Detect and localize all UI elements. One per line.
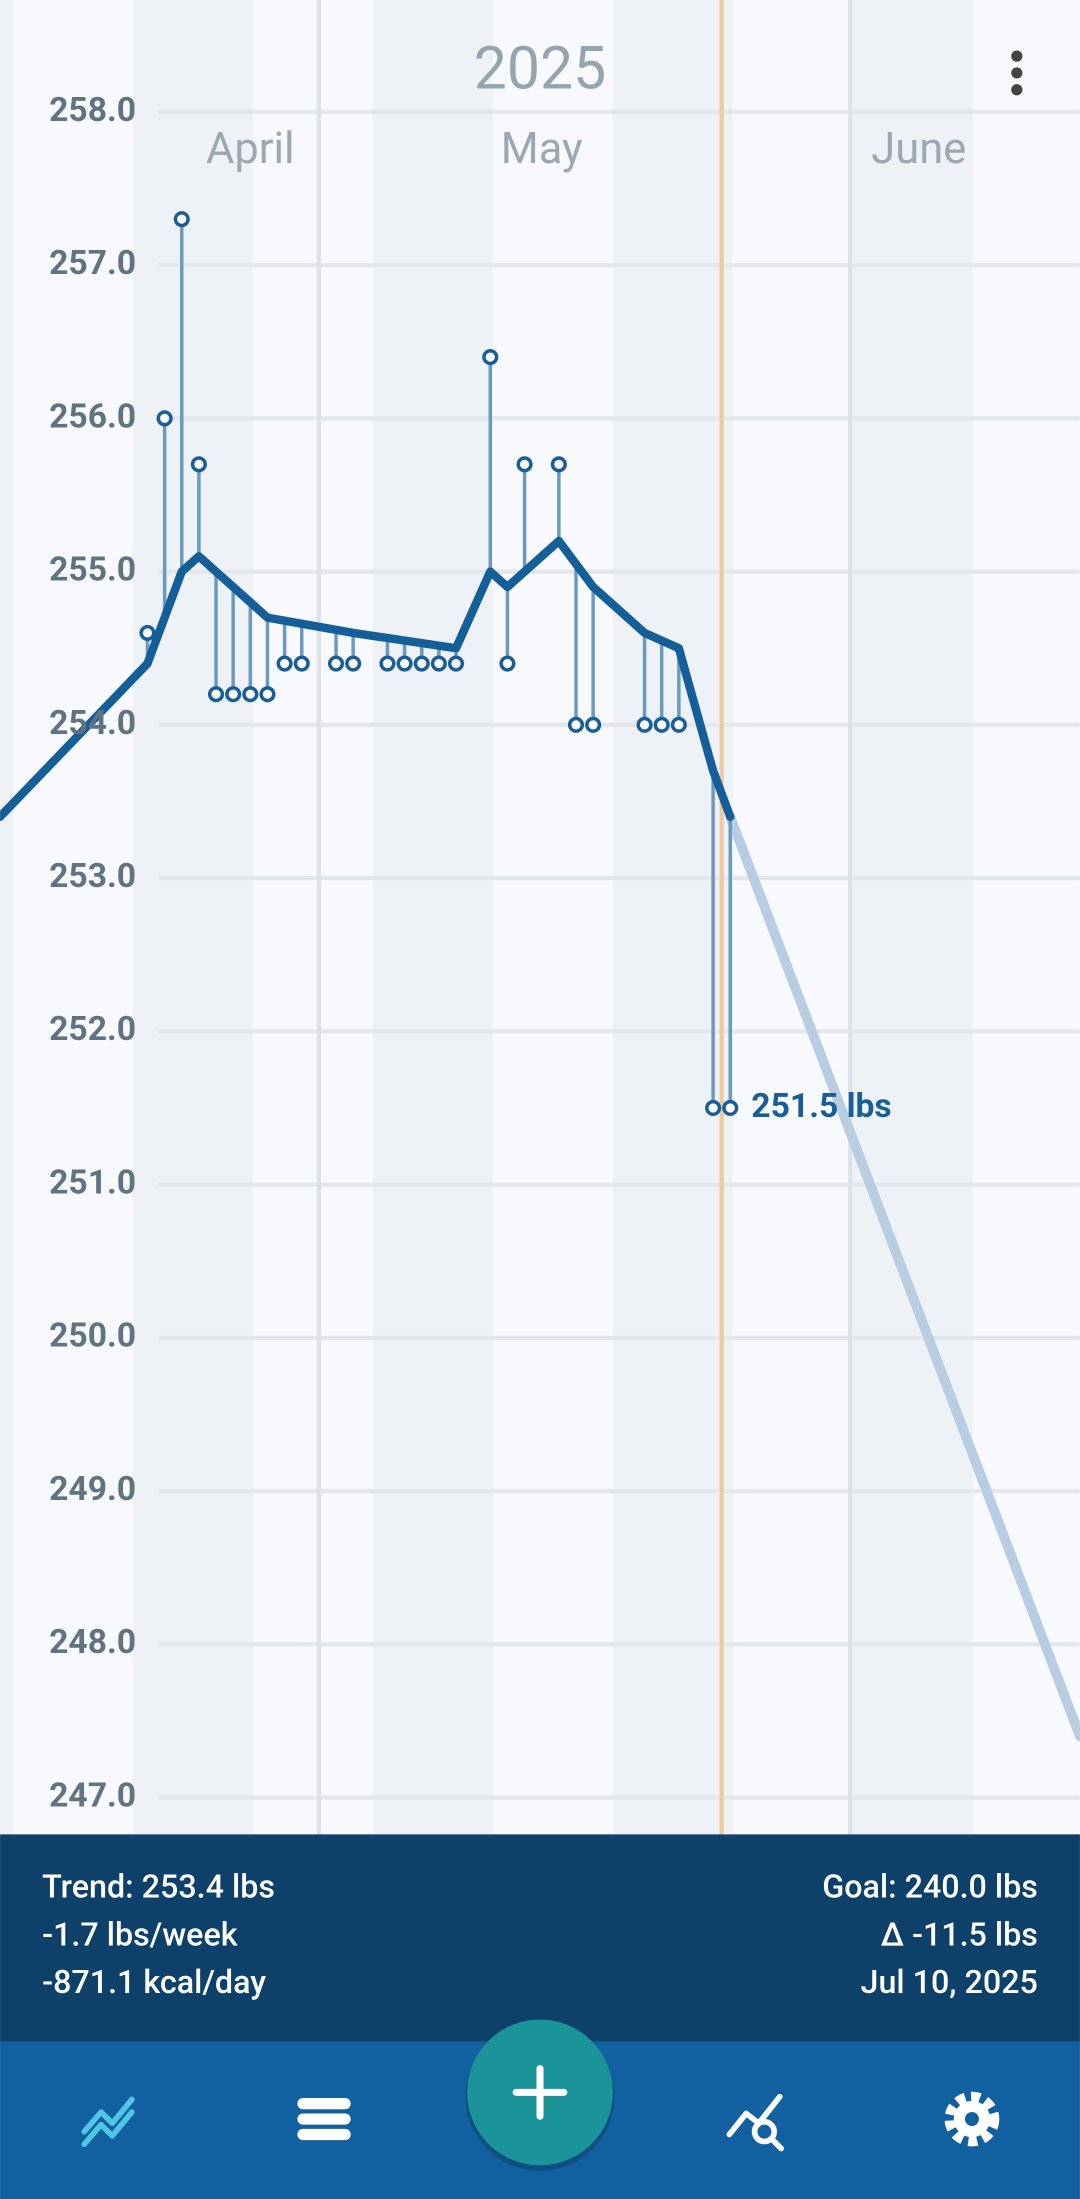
month-label: April	[206, 123, 295, 174]
week-bands	[0, 0, 1080, 1834]
y-tick-label: 247.0	[49, 1776, 136, 1815]
y-tick-label: 248.0	[49, 1623, 136, 1662]
weight-point	[345, 655, 362, 672]
gear-hole	[964, 2112, 979, 2127]
icon-bar	[297, 2098, 351, 2110]
energy-text: -871.1 kcal/day	[42, 1963, 266, 2001]
weight-point	[585, 716, 602, 733]
weight-point	[139, 624, 156, 641]
nav-settings[interactable]	[944, 2091, 1000, 2147]
week-band	[132, 0, 253, 1835]
y-tick-label: 250.0	[49, 1317, 136, 1356]
icon-line	[81, 2096, 135, 2135]
menu-button[interactable]	[1011, 50, 1023, 96]
weight-point	[259, 686, 276, 703]
weight-point	[430, 655, 447, 672]
y-tick-label: 249.0	[49, 1470, 136, 1509]
weight-point	[636, 716, 653, 733]
month-label: June	[871, 123, 966, 174]
weight-point	[653, 716, 670, 733]
rate-text: -1.7 lbs/week	[42, 1915, 238, 1953]
add-button[interactable]	[465, 2019, 615, 2171]
icon-bar	[297, 2113, 351, 2125]
weight-point	[396, 655, 413, 672]
year-title: 2025	[474, 34, 606, 103]
gear-teeth	[944, 2091, 1000, 2147]
week-band	[852, 0, 973, 1835]
weight-point	[225, 686, 242, 703]
weight-point	[447, 655, 465, 672]
weight-point	[207, 686, 225, 703]
weight-point	[499, 655, 516, 672]
week-band	[372, 0, 493, 1835]
icon-handle	[768, 2135, 785, 2152]
weight-point	[242, 686, 259, 703]
icon-line	[726, 2093, 783, 2138]
icon-bar	[297, 2128, 351, 2141]
delta-text: Δ -11.5 lbs	[881, 1915, 1038, 1953]
nav-list[interactable]	[297, 2098, 351, 2141]
menu-dot	[1011, 84, 1023, 96]
chart	[0, 0, 1080, 1835]
y-tick-label: 258.0	[49, 91, 136, 130]
menu-dot	[1011, 50, 1023, 62]
trend-line	[0, 536, 735, 822]
y-tick-label: 254.0	[49, 704, 136, 743]
weight-point	[482, 349, 499, 366]
weight-point	[516, 456, 533, 473]
weight-point	[173, 211, 190, 228]
weight-point	[567, 716, 585, 733]
weight-point	[550, 456, 567, 473]
trend-text: Trend: 253.4 lbs	[42, 1868, 275, 1906]
projection-line	[725, 811, 1080, 1742]
month-label: May	[501, 123, 583, 174]
weight-point	[379, 655, 396, 672]
menu-dot	[1011, 67, 1023, 79]
date-text: Jul 10, 2025	[861, 1963, 1038, 2001]
y-tick-label: 255.0	[49, 551, 136, 590]
weight-point	[670, 716, 687, 733]
weight-point	[722, 1099, 739, 1117]
weight-point	[276, 655, 293, 672]
nav-analysis[interactable]	[726, 2093, 785, 2152]
y-tick-label: 257.0	[49, 244, 136, 283]
summary-panel	[0, 1834, 1080, 2042]
icon-line	[81, 2109, 135, 2148]
nav-chart[interactable]	[81, 2096, 135, 2148]
goal-text: Goal: 240.0 lbs	[822, 1868, 1038, 1906]
latest-label: 251.5 lbs	[751, 1087, 891, 1126]
weight-point	[190, 456, 207, 473]
weight-point	[293, 655, 310, 672]
y-tick-label: 256.0	[49, 397, 136, 436]
y-tick-label: 251.0	[49, 1163, 136, 1202]
fab-plus	[512, 2065, 568, 2120]
y-tick-label: 253.0	[49, 857, 136, 896]
icon-lens	[751, 2119, 778, 2145]
weight-point	[705, 1099, 722, 1117]
y-tick-label: 252.0	[49, 1010, 136, 1049]
weight-point	[413, 655, 430, 672]
week-band	[0, 0, 13, 1835]
weight-point	[156, 410, 173, 427]
weight-point	[327, 655, 345, 672]
